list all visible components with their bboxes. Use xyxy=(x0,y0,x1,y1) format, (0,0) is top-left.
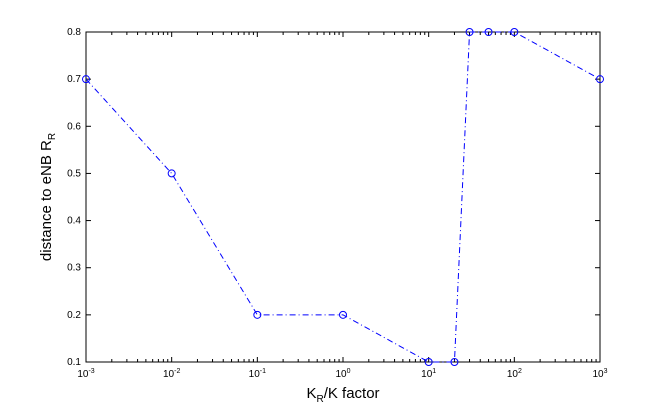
y-tick-label: 0.6 xyxy=(67,121,81,132)
plot-area xyxy=(85,31,601,363)
y-tick-label: 0.1 xyxy=(67,357,81,368)
series-line xyxy=(85,31,601,363)
data-point xyxy=(484,28,493,36)
x-tick-label: 102 xyxy=(507,368,522,380)
data-series xyxy=(82,28,604,366)
y-tick-label: 0.3 xyxy=(67,263,81,274)
x-tick-label: 10-1 xyxy=(249,368,266,380)
y-axis-label: distance to eNB RR xyxy=(38,133,58,261)
x-tick-label: 10-3 xyxy=(77,368,94,380)
x-tick-label: 100 xyxy=(335,368,350,380)
x-tick-label: 103 xyxy=(592,368,607,380)
x-tick-label: 10-2 xyxy=(163,368,180,380)
data-point xyxy=(167,169,176,178)
data-point xyxy=(596,75,604,84)
y-tick-label: 0.5 xyxy=(67,168,81,179)
y-tick-label: 0.2 xyxy=(67,310,81,321)
data-point xyxy=(465,28,474,36)
x-tick-label: 101 xyxy=(421,368,436,380)
data-point xyxy=(450,358,459,366)
data-point xyxy=(424,358,433,366)
x-axis-label: KR/K factor xyxy=(306,385,379,405)
y-tick-label: 0.7 xyxy=(67,74,81,85)
data-point xyxy=(82,75,90,84)
y-tick-label: 0.4 xyxy=(67,216,81,227)
data-point xyxy=(510,28,519,36)
data-point xyxy=(253,310,262,319)
y-tick-label: 0.8 xyxy=(67,27,81,38)
data-point xyxy=(339,310,347,319)
axis-ticks: 10-3 10-2 10-1 100 101 102 103 0.1 0.2 0.3 0.4 0.5 0… xyxy=(67,27,608,380)
